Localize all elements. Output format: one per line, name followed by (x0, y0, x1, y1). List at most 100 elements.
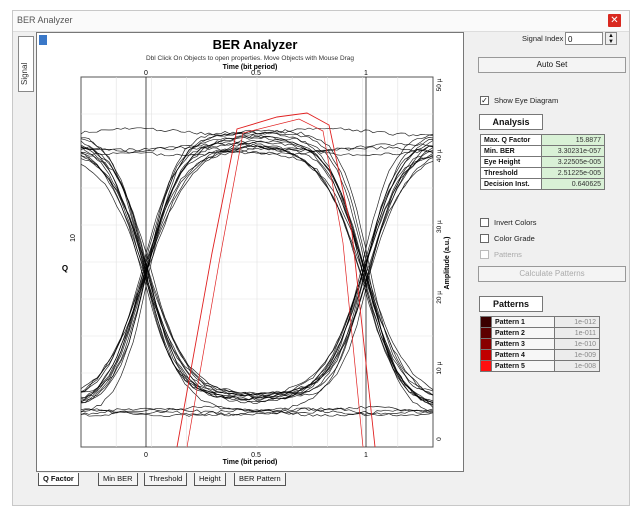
table-row[interactable]: Pattern 2 1e-011 (480, 327, 600, 339)
pattern-swatch (480, 327, 492, 339)
pattern-swatch (480, 349, 492, 361)
q-factor-trace (186, 118, 364, 448)
tick-label: 10 (70, 234, 77, 242)
eye-trace (80, 145, 434, 398)
analysis-key: Min. BER (480, 145, 542, 157)
patterns-checkbox-label: Patterns (494, 250, 522, 259)
q-factor-curve (176, 112, 376, 448)
tab-patterns[interactable]: Patterns (479, 296, 543, 312)
tab-signal[interactable]: Signal (18, 36, 34, 92)
left-axis-label: Q (62, 264, 68, 273)
eye-trace (80, 134, 434, 396)
tab-height[interactable]: Height (194, 473, 226, 486)
color-grade-checkbox[interactable] (480, 234, 489, 243)
color-grade-label: Color Grade (494, 234, 535, 243)
eye-diagram-plot[interactable]: BER Analyzer Dbl Click On Objects to ope… (37, 33, 463, 471)
eye-trace (80, 153, 434, 401)
tab-ber-pattern[interactable]: BER Pattern (234, 473, 286, 486)
spin-down-icon: ▼ (608, 39, 614, 45)
table-row: Max. Q Factor 15.8877 (480, 134, 605, 146)
pattern-swatch (480, 360, 492, 372)
eye-trace (80, 146, 434, 156)
pattern-value: 1e-012 (554, 316, 600, 328)
show-eye-checkbox[interactable]: ✓ (480, 96, 489, 105)
table-row[interactable]: Pattern 5 1e-008 (480, 360, 600, 372)
signal-index-spinner[interactable]: ▲ ▼ (605, 32, 617, 45)
analysis-value: 3.22505e-005 (541, 156, 605, 168)
eye-trace (80, 131, 434, 413)
table-row: Decision Inst. 0.640625 (480, 178, 605, 190)
tick-label: 20 µ (436, 291, 443, 304)
pattern-swatch (480, 316, 492, 328)
patterns-table: Pattern 1 1e-012 Pattern 2 1e-011 Pattern … (480, 316, 600, 372)
tick-label: 1 (364, 452, 368, 459)
auto-set-button[interactable]: Auto Set (478, 57, 626, 73)
close-button[interactable]: ✕ (608, 14, 621, 27)
tick-label: 0.5 (251, 452, 261, 459)
tab-q-factor[interactable]: Q Factor (38, 473, 79, 486)
calculate-patterns-button[interactable]: Calculate Patterns (478, 266, 626, 282)
right-axis-label: Amplitude (a.u.) (444, 237, 451, 290)
properties-icon[interactable] (39, 35, 47, 45)
analysis-value: 2.51225e-005 (541, 167, 605, 179)
tab-signal-label: Signal (20, 62, 29, 85)
eye-trace (80, 129, 434, 393)
pattern-name: Pattern 1 (491, 316, 555, 328)
eye-trace (80, 145, 434, 396)
tab-min-ber[interactable]: Min BER (98, 473, 138, 486)
table-row: Threshold 2.51225e-005 (480, 167, 605, 179)
table-row[interactable]: Pattern 3 1e-010 (480, 338, 600, 350)
analysis-value: 3.30231e-057 (541, 145, 605, 157)
eye-trace (80, 407, 434, 417)
eye-trace (80, 160, 434, 402)
pattern-name: Pattern 5 (491, 360, 555, 372)
invert-colors-checkbox[interactable] (480, 218, 489, 227)
tick-label: 0 (144, 452, 148, 459)
top-axis-label: Time (bit period) (223, 64, 278, 71)
eye-trace (80, 147, 434, 157)
window-title: BER Analyzer (17, 15, 73, 25)
tick-label: 10 µ (436, 362, 443, 375)
tick-label: 0 (436, 437, 443, 441)
tick-label: 0.5 (251, 70, 261, 77)
plot-hint: Dbl Click On Objects to open properties.… (146, 55, 354, 62)
tick-label: 50 µ (436, 78, 443, 91)
show-eye-label: Show Eye Diagram (494, 96, 559, 105)
tab-analysis[interactable]: Analysis (479, 114, 543, 130)
title-bar: BER Analyzer ✕ (13, 11, 629, 32)
patterns-checkbox[interactable] (480, 250, 489, 259)
q-factor-trace (176, 112, 376, 448)
pattern-name: Pattern 3 (491, 338, 555, 350)
analysis-key: Eye Height (480, 156, 542, 168)
pattern-value: 1e-011 (554, 327, 600, 339)
close-icon: ✕ (610, 15, 619, 26)
plot-frame: BER Analyzer Dbl Click On Objects to ope… (36, 32, 464, 472)
pattern-name: Pattern 4 (491, 349, 555, 361)
tick-label: 30 µ (436, 220, 443, 233)
table-row: Min. BER 3.30231e-057 (480, 145, 605, 157)
eye-trace (80, 141, 434, 405)
signal-index-input[interactable]: 0 (565, 32, 603, 45)
analysis-key: Decision Inst. (480, 178, 542, 190)
analysis-value: 0.640625 (541, 178, 605, 190)
tick-label: 40 µ (436, 149, 443, 162)
table-row[interactable]: Pattern 4 1e-009 (480, 349, 600, 361)
eye-traces (80, 127, 434, 417)
table-row: Eye Height 3.22505e-005 (480, 156, 605, 168)
tick-label: 1 (364, 70, 368, 77)
analysis-table: Max. Q Factor 15.8877 Min. BER 3.30231e-05… (480, 134, 605, 190)
plot-title: BER Analyzer (213, 37, 298, 52)
eye-trace (80, 405, 434, 415)
analysis-key: Threshold (480, 167, 542, 179)
eye-trace (80, 151, 434, 403)
pattern-swatch (480, 338, 492, 350)
eye-trace (80, 407, 434, 417)
eye-trace (80, 142, 434, 153)
tab-threshold[interactable]: Threshold (144, 473, 188, 486)
pattern-value: 1e-009 (554, 349, 600, 361)
pattern-value: 1e-008 (554, 360, 600, 372)
bottom-axis-label: Time (bit period) (223, 459, 278, 466)
signal-index-label: Signal Index (522, 34, 564, 43)
table-row[interactable]: Pattern 1 1e-012 (480, 316, 600, 328)
